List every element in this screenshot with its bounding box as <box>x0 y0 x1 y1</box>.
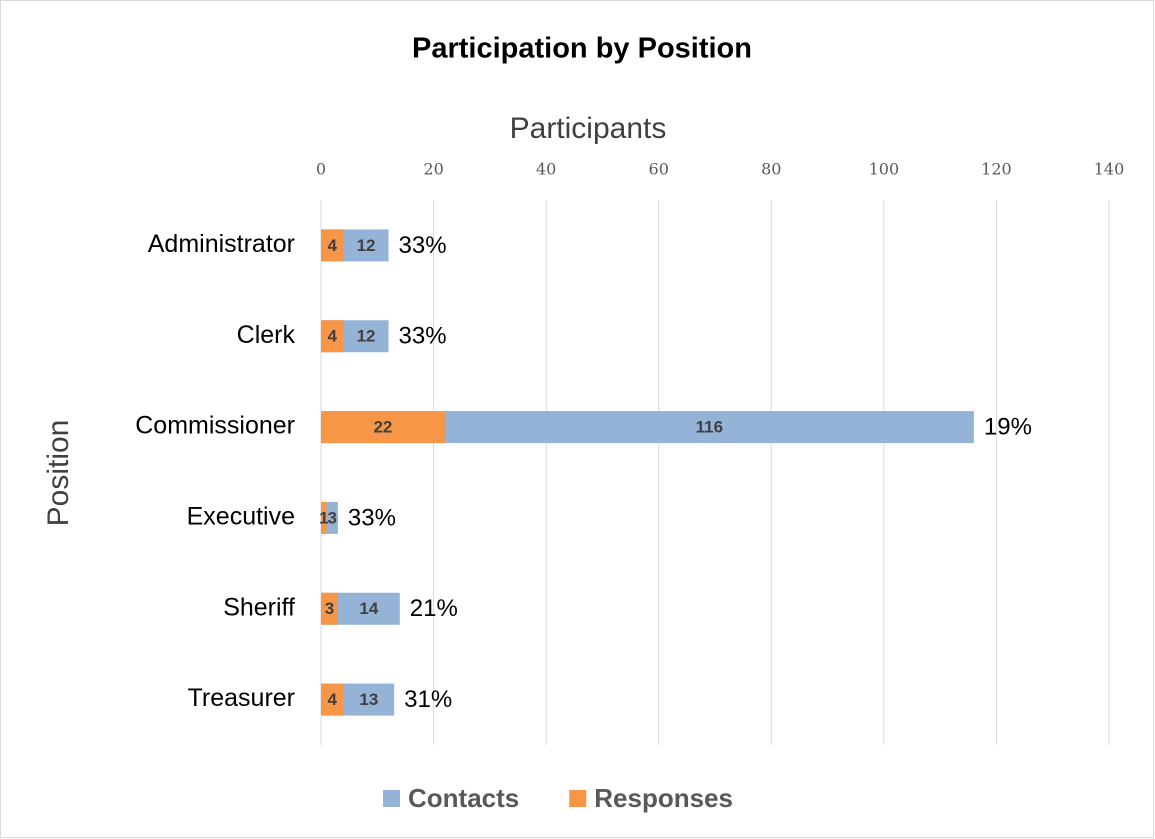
value-label: 3 <box>328 508 337 527</box>
annotation: 21% <box>410 595 458 622</box>
annotation: 33% <box>399 232 447 259</box>
value-label: 116 <box>696 418 723 437</box>
value-label: 4 <box>328 327 338 346</box>
x-tick-label: 40 <box>536 160 556 179</box>
y-tick-label: Executive <box>187 503 295 531</box>
annotation: 33% <box>399 323 447 350</box>
legend-swatch <box>383 790 400 807</box>
bar <box>321 683 344 716</box>
annotation: 33% <box>348 504 396 531</box>
x-tick-label: 100 <box>869 160 900 179</box>
x-axis-title: Participants <box>510 112 667 145</box>
y-tick-label: Treasurer <box>188 684 295 712</box>
y-tick-label: Sheriff <box>223 593 295 621</box>
bar <box>321 501 327 534</box>
value-label: 4 <box>328 236 338 255</box>
value-label: 13 <box>359 690 378 709</box>
bar <box>321 320 344 353</box>
annotation: 19% <box>984 413 1032 440</box>
value-label: 12 <box>357 236 376 255</box>
bar <box>321 411 445 444</box>
value-label: 22 <box>373 418 392 437</box>
y-tick-label: Administrator <box>148 230 295 258</box>
value-label: 3 <box>325 599 334 618</box>
value-label: 1 <box>319 508 328 527</box>
value-label: 4 <box>328 690 338 709</box>
legend-label: Contacts <box>408 783 519 813</box>
y-tick-label: Clerk <box>237 321 296 349</box>
x-tick-label: 20 <box>423 160 443 179</box>
y-tick-label: Commissioner <box>135 412 295 440</box>
legend-label: Responses <box>594 783 733 813</box>
chart-title: Participation by Position <box>412 33 752 65</box>
x-tick-label: 140 <box>1094 160 1125 179</box>
bar <box>321 229 344 262</box>
legend-swatch <box>569 790 587 807</box>
x-tick-label: 0 <box>316 160 326 179</box>
y-axis-title: Position <box>42 420 75 527</box>
value-label: 14 <box>359 599 378 618</box>
bar <box>321 592 338 625</box>
x-tick-label: 80 <box>761 160 781 179</box>
annotation: 31% <box>404 686 452 713</box>
x-tick-label: 120 <box>981 160 1012 179</box>
value-label: 12 <box>357 327 376 346</box>
x-tick-label: 60 <box>649 160 669 179</box>
